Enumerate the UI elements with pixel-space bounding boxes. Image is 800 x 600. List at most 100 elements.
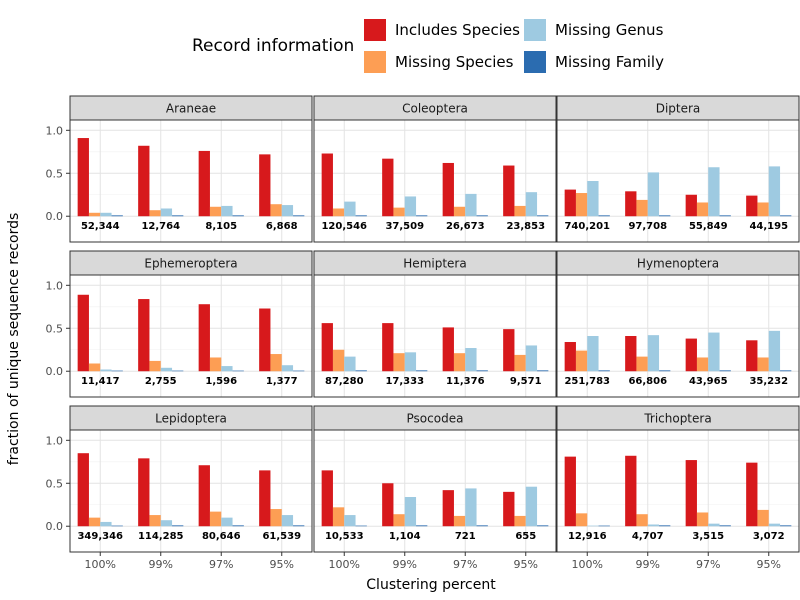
bar-missing-species	[575, 193, 588, 217]
bar-missing-genus	[404, 497, 417, 527]
y-tick-label: 1.0	[46, 124, 64, 137]
bar-missing-genus	[465, 193, 477, 217]
bar-missing-species	[636, 199, 648, 217]
bar-includes-species	[382, 483, 394, 527]
bar-missing-species	[88, 517, 101, 527]
bar-missing-genus	[587, 181, 599, 217]
bar-missing-species	[453, 353, 466, 372]
bar-missing-species	[209, 511, 222, 527]
x-axis-label: Clustering percent	[366, 577, 496, 593]
y-tick-label: 0.0	[46, 520, 64, 533]
facet-panel-psocodea: Psocodea 10,533 1,104 721 655 100% 99% 97% 95%	[313, 405, 557, 571]
bar-missing-genus	[221, 517, 233, 527]
bar-missing-family	[476, 215, 488, 217]
facet-panel-ephemeroptera: Ephemeroptera 11,417 2,755 1,596 1,377 0.0 0.5…	[46, 250, 313, 398]
bar-missing-family	[111, 370, 123, 372]
facet-title: Hemiptera	[403, 257, 466, 271]
bar-missing-genus	[587, 525, 599, 527]
bar-missing-family	[232, 525, 244, 527]
count-label: 251,783	[564, 376, 610, 387]
bar-missing-genus	[708, 167, 720, 217]
bar-missing-genus	[221, 366, 233, 372]
bar-includes-species	[198, 465, 210, 527]
count-label: 721	[455, 531, 476, 542]
bar-includes-species	[198, 304, 210, 372]
x-tick-label: 95%	[757, 558, 781, 571]
bar-missing-species	[757, 509, 769, 527]
bar-includes-species	[382, 323, 394, 372]
bar-missing-genus	[587, 336, 599, 372]
count-label: 80,646	[202, 531, 241, 542]
bar-missing-family	[537, 525, 549, 527]
panel-background	[70, 275, 312, 397]
count-label: 55,849	[689, 221, 728, 232]
bar-missing-genus	[160, 520, 173, 527]
bar-missing-species	[636, 356, 648, 372]
bar-missing-species	[332, 208, 345, 217]
facet-strip	[556, 405, 800, 431]
count-label: 23,853	[506, 221, 545, 232]
y-tick-label: 0.5	[46, 477, 64, 490]
legend-swatch-includes-species	[364, 19, 386, 41]
facet-strip	[556, 95, 800, 121]
panel-border	[313, 119, 557, 243]
y-tick-label: 0.0	[46, 210, 64, 223]
bar-includes-species	[625, 455, 637, 527]
y-tick-label: 0.5	[46, 322, 64, 335]
bar-missing-species	[393, 353, 405, 372]
bar-missing-genus	[465, 488, 477, 527]
bar-missing-family	[780, 525, 792, 527]
count-label: 740,201	[564, 221, 610, 232]
bar-includes-species	[564, 189, 576, 217]
bar-missing-family	[719, 370, 731, 372]
count-label: 37,509	[385, 221, 424, 232]
bar-missing-family	[416, 215, 428, 217]
bar-missing-species	[453, 206, 466, 217]
panel-background	[314, 275, 556, 397]
facet-title: Ephemeroptera	[144, 257, 237, 271]
bar-missing-species	[393, 207, 405, 217]
bar-missing-species	[88, 212, 101, 217]
bar-missing-family	[537, 215, 549, 217]
bar-includes-species	[625, 336, 637, 372]
bar-includes-species	[564, 456, 576, 527]
bar-missing-genus	[100, 212, 112, 217]
count-label: 1,596	[205, 376, 237, 387]
bar-missing-genus	[344, 201, 356, 217]
facet-panels: Araneae 52,344 12,764 8,105 6,868 0.0 0.5 1.0 Co…	[46, 95, 800, 571]
bar-missing-genus	[647, 524, 660, 527]
bar-missing-family	[293, 370, 305, 372]
bar-missing-family	[719, 215, 731, 217]
facet-title: Coleoptera	[402, 102, 468, 116]
bar-includes-species	[503, 165, 515, 217]
bar-missing-species	[332, 507, 345, 527]
y-tick-label: 1.0	[46, 434, 64, 447]
legend-items: Includes Species Missing Genus Missing Spe…	[364, 19, 664, 73]
bar-includes-species	[198, 150, 210, 217]
count-label: 6,868	[266, 221, 298, 232]
x-tick-label: 100%	[85, 558, 116, 571]
y-tick-label: 1.0	[46, 279, 64, 292]
facet-panel-hemiptera: Hemiptera 87,280 17,333 11,376 9,571	[313, 250, 557, 398]
panel-border	[556, 429, 800, 553]
panel-border	[556, 119, 800, 243]
bar-missing-species	[636, 514, 648, 527]
bar-includes-species	[138, 299, 150, 372]
y-tick-label: 0.0	[46, 365, 64, 378]
legend-label-missing-genus: Missing Genus	[555, 21, 664, 39]
x-tick-label: 97%	[453, 558, 477, 571]
bar-includes-species	[382, 158, 394, 217]
bar-missing-genus	[708, 523, 720, 527]
bar-missing-genus	[404, 352, 417, 372]
bar-missing-genus	[525, 486, 538, 527]
bar-missing-family	[659, 370, 671, 372]
bar-missing-species	[757, 202, 769, 217]
panel-background	[70, 430, 312, 552]
legend-title: Record information	[192, 36, 354, 56]
count-label: 11,417	[81, 376, 120, 387]
x-tick-label: 97%	[696, 558, 720, 571]
count-label: 10,533	[325, 531, 364, 542]
bar-missing-species	[149, 210, 161, 217]
bar-missing-species	[149, 515, 161, 527]
bar-missing-family	[111, 525, 123, 527]
